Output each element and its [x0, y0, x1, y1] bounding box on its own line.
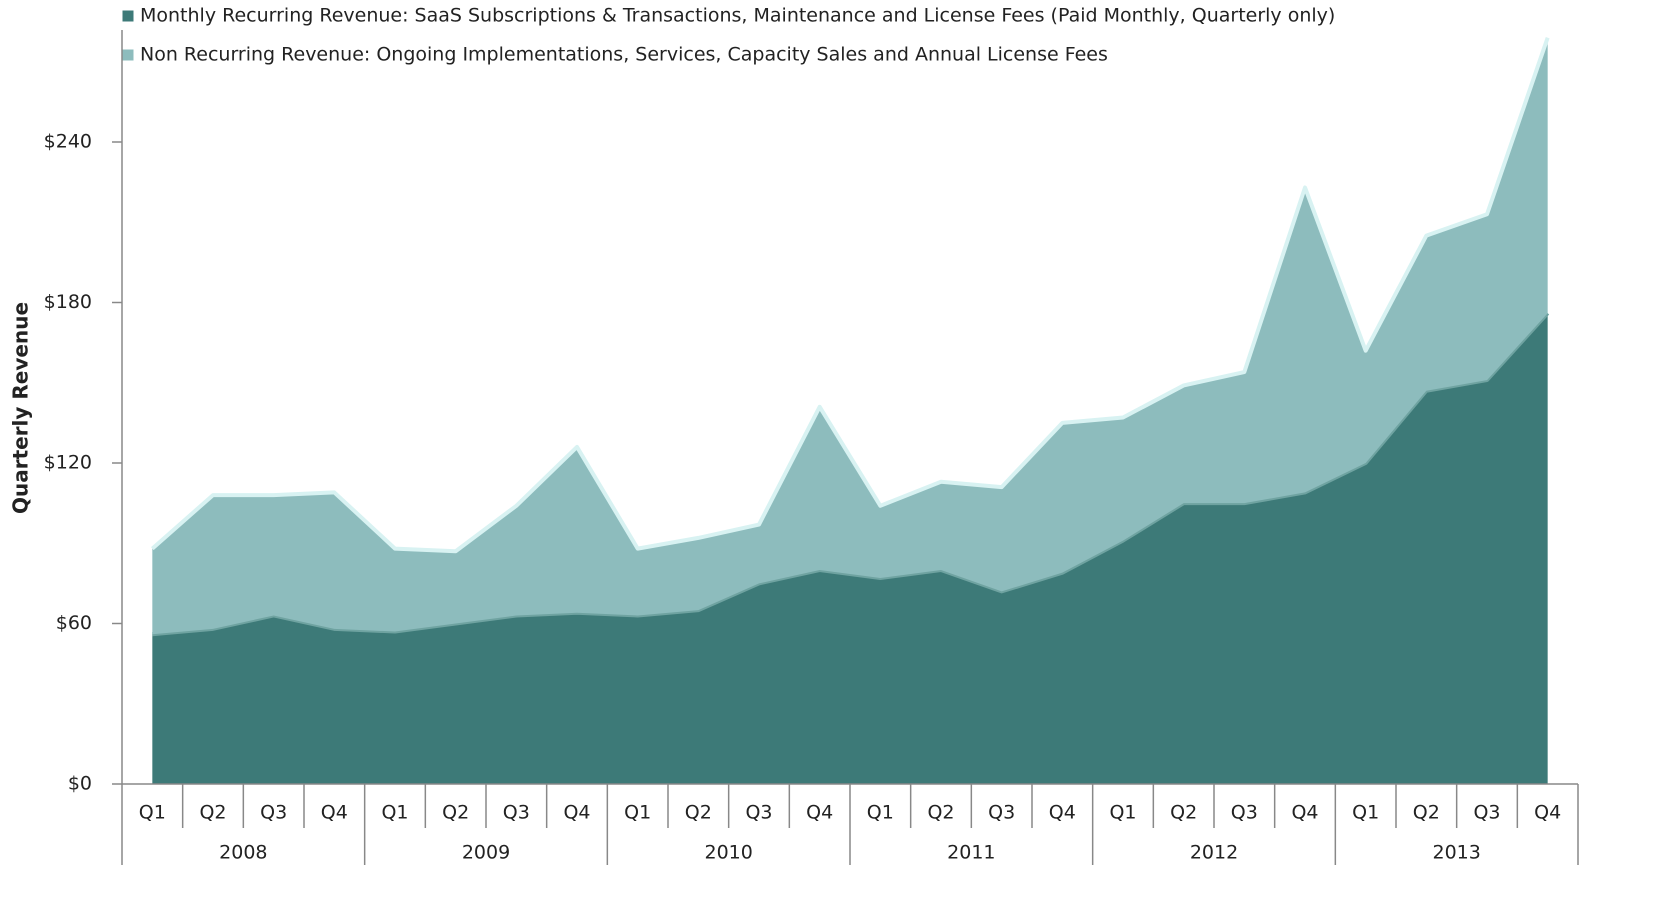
legend-label: Non Recurring Revenue: Ongoing Implement…: [140, 44, 1108, 66]
x-tick-label: Q4: [563, 802, 590, 824]
x-tick-label: Q2: [442, 802, 469, 824]
x-tick-label: Q3: [745, 802, 772, 824]
x-tick-label: Q3: [503, 802, 530, 824]
x-tick-label: Q2: [1413, 802, 1440, 824]
y-tick-label: $180: [44, 291, 92, 313]
year-label: 2009: [462, 842, 510, 864]
x-tick-label: Q4: [321, 802, 348, 824]
x-tick-label: Q1: [1352, 802, 1379, 824]
x-tick-label: Q3: [988, 802, 1015, 824]
y-axis-title: Quarterly Revenue: [9, 302, 33, 514]
x-tick-label: Q2: [685, 802, 712, 824]
y-tick-label: $0: [68, 773, 92, 795]
x-tick-label: Q2: [199, 802, 226, 824]
x-tick-label: Q2: [1170, 802, 1197, 824]
x-tick-label: Q1: [867, 802, 894, 824]
x-tick-label: Q4: [1534, 802, 1561, 824]
x-tick-label: Q1: [381, 802, 408, 824]
year-label: 2008: [219, 842, 267, 864]
area: [152, 313, 1548, 784]
y-tick-label: $240: [44, 131, 92, 153]
x-tick-label: Q3: [1473, 802, 1500, 824]
year-label: 2013: [1432, 842, 1480, 864]
year-label: 2010: [704, 842, 752, 864]
y-tick-label: $60: [56, 612, 92, 634]
x-tick-label: Q1: [1109, 802, 1136, 824]
x-tick-label: Q3: [260, 802, 287, 824]
x-tick-label: Q3: [1231, 802, 1258, 824]
legend-swatch: [121, 48, 135, 62]
legend-label: Monthly Recurring Revenue: SaaS Subscrip…: [140, 5, 1335, 27]
area-edge: [151, 37, 1550, 554]
year-label: 2012: [1190, 842, 1238, 864]
y-tick-label: $120: [44, 452, 92, 474]
area: [152, 37, 1548, 635]
x-tick-label: Q4: [806, 802, 833, 824]
x-tick-label: Q2: [927, 802, 954, 824]
x-tick-label: Q4: [1291, 802, 1318, 824]
x-tick-label: Q1: [139, 802, 166, 824]
x-tick-label: Q1: [624, 802, 651, 824]
legend-swatch: [121, 9, 135, 23]
x-tick-label: Q4: [1049, 802, 1076, 824]
year-label: 2011: [947, 842, 995, 864]
